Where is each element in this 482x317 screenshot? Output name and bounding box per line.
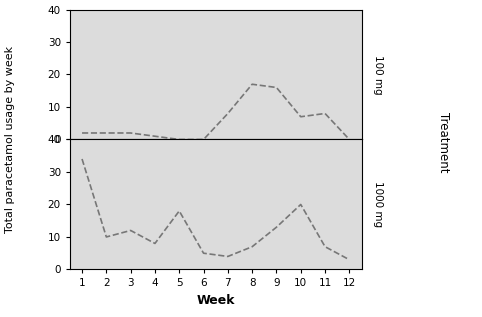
Text: 100 mg: 100 mg <box>373 55 383 94</box>
Text: Total paracetamol usage by week: Total paracetamol usage by week <box>5 46 14 233</box>
X-axis label: Week: Week <box>197 294 235 307</box>
Text: Treatment: Treatment <box>437 113 450 173</box>
Text: 1000 mg: 1000 mg <box>373 181 383 228</box>
